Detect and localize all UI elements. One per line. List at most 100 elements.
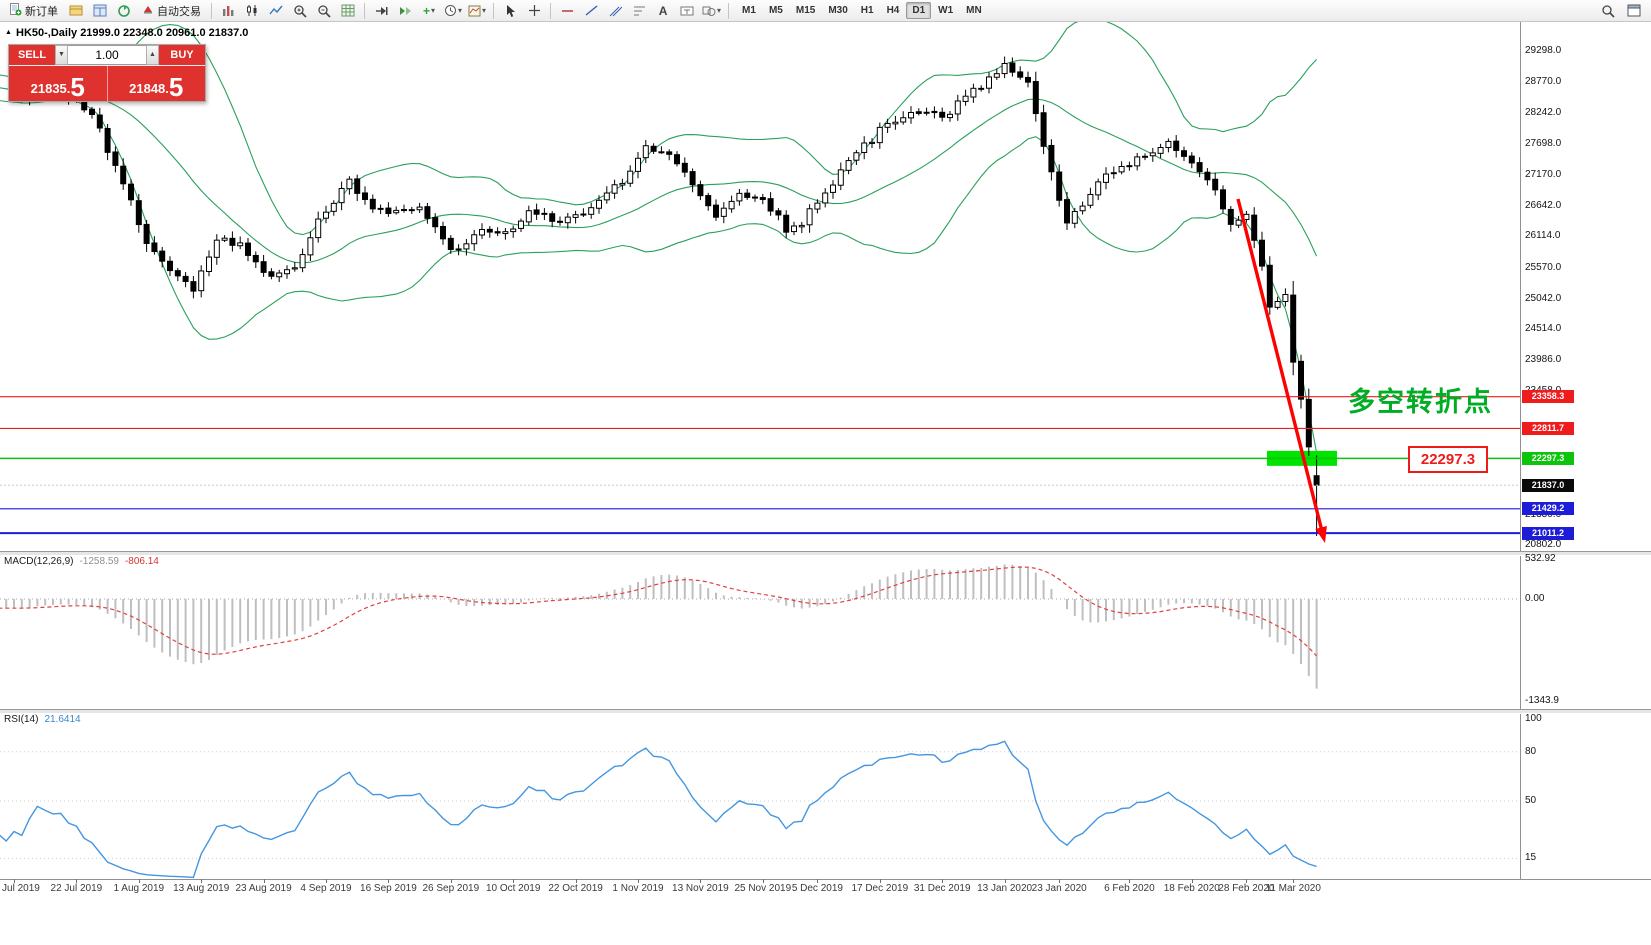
crosshair-button[interactable] [523, 2, 545, 20]
timeframe-button-d1[interactable]: D1 [906, 2, 932, 19]
volume-decrease-button[interactable]: ▼ [55, 45, 68, 65]
date-label: 1 Nov 2019 [612, 883, 664, 894]
main-chart-layer [0, 22, 1520, 543]
date-label: 10 Jul 2019 [0, 883, 40, 894]
periods-menu-button[interactable]: ▾ [442, 2, 464, 20]
autotrading-button[interactable]: 自动交易 [137, 2, 206, 20]
date-label: 28 Feb 2020 [1218, 883, 1275, 894]
rsi-axis-label: 15 [1525, 852, 1537, 864]
date-label: 1 Aug 2019 [113, 883, 165, 894]
price-axis-label: 27170.0 [1525, 169, 1562, 181]
zoom-out-button[interactable] [313, 2, 335, 20]
date-label: 10 Oct 2019 [485, 883, 541, 894]
grid-icon[interactable] [337, 2, 359, 20]
timeframe-button-h1[interactable]: H1 [860, 5, 874, 16]
strategy-navigator-icon[interactable] [113, 2, 135, 20]
toolbar-separator [493, 2, 495, 19]
price-line-badge: 21429.2 [1522, 502, 1574, 516]
toolbar: 新订单 自动交易 + ▾ ▾ ▾ A ▾ M1 M5 M15 M30 H1 H [0, 0, 1651, 22]
indicators-button[interactable]: + ▾ [418, 2, 440, 20]
text-button[interactable]: A [658, 3, 668, 18]
rsi-axis-label: 50 [1525, 795, 1537, 806]
timeframe-button-m5[interactable]: M5 [768, 5, 783, 16]
price-line-badge: 23358.3 [1522, 390, 1574, 404]
price-axis-label: 28770.0 [1525, 76, 1562, 88]
chevron-down-icon: ▾ [458, 6, 463, 15]
price-axis-label: 25570.0 [1525, 262, 1562, 274]
volume-input[interactable] [68, 45, 146, 65]
turning-point-annotation: 多空转折点 [1348, 387, 1493, 417]
cursor-button[interactable] [499, 2, 521, 20]
toolbar-right [1597, 2, 1647, 20]
candle-chart-icon[interactable] [241, 2, 263, 20]
expand-marker[interactable]: ▲ [5, 29, 12, 36]
timeframe-button-w1[interactable]: W1 [938, 5, 954, 16]
bid-price-badge: 21837.0 [1522, 478, 1574, 492]
scroll-to-end-icon[interactable] [370, 2, 392, 20]
price-axis-label: 26114.0 [1525, 230, 1561, 242]
buy-price[interactable]: 21848. 5 [129, 72, 184, 102]
timeframe-button-h4[interactable]: H4 [886, 5, 900, 16]
price-axis-label: 28242.0 [1525, 106, 1562, 118]
date-label: 6 Feb 2020 [1104, 883, 1155, 894]
bar-chart-icon[interactable] [217, 2, 239, 20]
date-label: 16 Sep 2019 [360, 883, 417, 894]
buy-button[interactable]: BUY [159, 45, 205, 65]
price-axis-label: 26642.0 [1525, 199, 1562, 211]
templates-button[interactable]: ▾ [466, 2, 488, 20]
new-window-icon[interactable] [1623, 2, 1645, 20]
date-label: 11 Mar 2020 [1265, 883, 1321, 894]
plus-icon: + [422, 3, 430, 18]
zoom-in-button[interactable] [289, 2, 311, 20]
price-line-badge: 22811.7 [1522, 421, 1574, 435]
price-axis-label: 27698.0 [1525, 138, 1562, 150]
volume-increase-button[interactable]: ▲ [146, 45, 159, 65]
macd-label: MACD(12,26,9) -1258.59 -806.14 [4, 556, 159, 567]
date-label: 23 Aug 2019 [235, 883, 292, 894]
macd-panel-splitter[interactable] [0, 551, 1651, 556]
price-axis-label: 25042.0 [1525, 292, 1562, 304]
rsi-layer [0, 740, 1520, 879]
price-axis-label: 21330.0 [1525, 508, 1562, 520]
timeframe-button-mn[interactable]: MN [966, 5, 982, 16]
sell-button[interactable]: SELL [9, 45, 55, 65]
trendline-button[interactable] [580, 2, 602, 20]
toolbar-separator [211, 2, 212, 19]
rsi-label: RSI(14) 21.6414 [4, 714, 81, 725]
auto-scroll-icon[interactable] [394, 2, 416, 20]
line-chart-icon[interactable] [265, 2, 287, 20]
label-button[interactable] [676, 2, 698, 20]
price-axis-label: 20802.0 [1525, 539, 1562, 551]
date-label: 5 Dec 2019 [791, 883, 843, 894]
sell-price[interactable]: 21835. 5 [9, 66, 108, 101]
macd-name: MACD(12,26,9) [4, 556, 74, 567]
timeframe-button-m1[interactable]: M1 [742, 5, 756, 16]
new-order-button[interactable]: 新订单 [4, 2, 63, 20]
price-axis-label: 23458.0 [1525, 384, 1562, 396]
date-label: 17 Dec 2019 [851, 883, 909, 894]
time-axis-line [0, 879, 1651, 880]
rsi-axis-label: 100 [1525, 713, 1542, 724]
search-icon[interactable] [1597, 2, 1619, 20]
horizontal-line-button[interactable] [556, 2, 578, 20]
price-line-badge: 22297.3 [1522, 451, 1574, 465]
fibonacci-button[interactable] [628, 2, 650, 20]
rsi-panel-splitter[interactable] [0, 709, 1651, 714]
date-label: 25 Nov 2019 [734, 883, 792, 894]
shapes-button[interactable]: ▾ [700, 2, 723, 20]
date-label: 13 Nov 2019 [672, 883, 729, 894]
price-axis-label: 24514.0 [1525, 323, 1562, 335]
timeframe-button-m30[interactable]: M30 [828, 5, 848, 16]
timeframe-button-m15[interactable]: M15 [795, 5, 816, 16]
chevron-down-icon: ▾ [431, 6, 436, 15]
market-depth-icon[interactable] [65, 2, 87, 20]
data-window-icon[interactable] [89, 2, 111, 20]
toolbar-separator [728, 2, 730, 19]
channel-button[interactable] [604, 2, 626, 20]
new-order-label: 新订单 [25, 5, 58, 18]
price-display: 21835. 5 21848. 5 [9, 66, 205, 101]
support-price-label[interactable]: 22297.3 [1408, 446, 1488, 473]
